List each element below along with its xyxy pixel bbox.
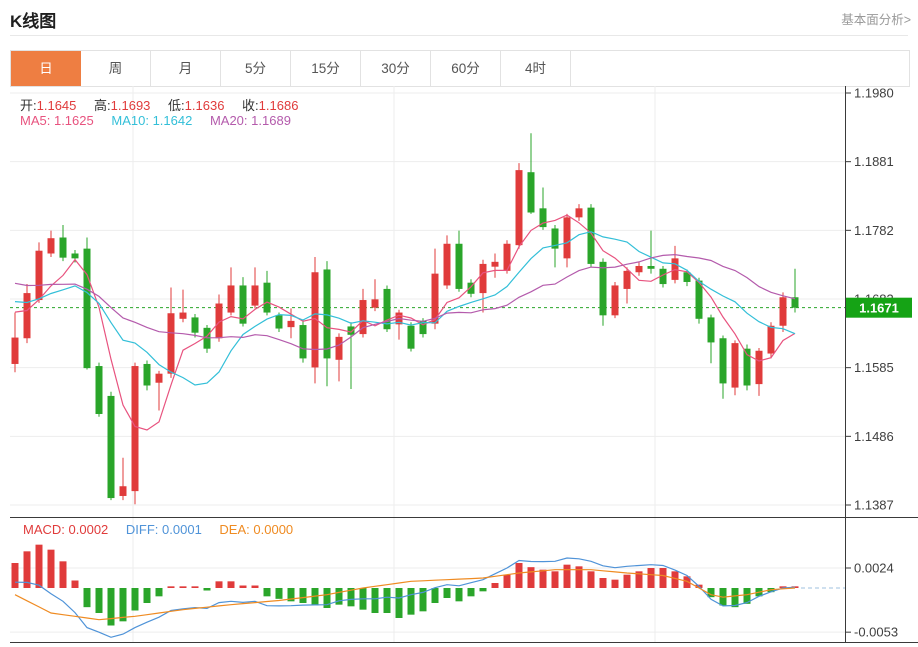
- price-axis-label: 1.1881: [854, 154, 894, 169]
- tab-60min[interactable]: 60分: [431, 51, 501, 86]
- diff-value: DIFF: 0.0001: [125, 522, 202, 537]
- chart-render-layer: [10, 86, 918, 643]
- ma5-line: [14, 214, 796, 431]
- macd-readout: MACD: 0.0002 DIFF: 0.0001 DEA: 0.0000: [23, 522, 307, 537]
- tab-5min[interactable]: 5分: [221, 51, 291, 86]
- page-title: K线图: [10, 12, 57, 31]
- price-axis-label: 1.1585: [854, 360, 894, 375]
- current-price-tag-bg: [846, 297, 912, 318]
- tab-15min[interactable]: 15分: [291, 51, 361, 86]
- price-axis-label: 1.1782: [854, 223, 894, 238]
- fundamental-analysis-link[interactable]: 基本面分析>: [841, 13, 911, 27]
- price-axis-label: 1.1486: [854, 429, 894, 444]
- price-axis-labels: 1.1980 1.1881 1.1782 1.1683 1.1585 1.148…: [854, 86, 898, 640]
- macd-value: MACD: 0.0002: [23, 522, 109, 537]
- current-price-tag-text: 1.1671: [859, 301, 899, 316]
- tab-4hour[interactable]: 4时: [501, 51, 571, 86]
- tab-30min[interactable]: 30分: [361, 51, 431, 86]
- price-axis-label: 1.1980: [854, 86, 894, 101]
- dea-line: [14, 569, 796, 621]
- ohlc-readout: 开:1.1645 高:1.1693 低:1.1636 收:1.1686: [20, 95, 312, 114]
- gridlines: [10, 86, 845, 643]
- tab-day[interactable]: 日: [11, 51, 81, 86]
- ma5-readout: MA5: 1.1625: [20, 113, 94, 128]
- ohlc-open: 开:1.1645: [20, 98, 77, 113]
- tab-week[interactable]: 周: [81, 51, 151, 86]
- ma-readout: MA5: 1.1625 MA10: 1.1642 MA20: 1.1689: [20, 113, 305, 128]
- macd-histogram: [11, 544, 799, 626]
- ma10-readout: MA10: 1.1642: [111, 113, 193, 128]
- ohlc-close: 收:1.1686: [242, 98, 299, 113]
- macd-axis-label: -0.0053: [854, 625, 898, 640]
- ma10-line: [14, 231, 796, 386]
- dea-value: DEA: 0.0000: [219, 522, 294, 537]
- macd-axis-label: 0.0024: [854, 561, 894, 576]
- axis-ticks: [845, 92, 851, 633]
- ma20-readout: MA20: 1.1689: [209, 113, 291, 128]
- timeframe-tab-bar: 日 周 月 5分 15分 30分 60分 4时: [10, 50, 910, 87]
- ma20-line: [14, 253, 796, 351]
- ohlc-low: 低:1.1636: [168, 98, 225, 113]
- ohlc-high: 高:1.1693: [94, 98, 151, 113]
- price-axis-label: 1.1387: [854, 498, 894, 513]
- current-price-tag: 1.1671: [859, 301, 899, 316]
- title-divider: [10, 35, 908, 36]
- tab-month[interactable]: 月: [151, 51, 221, 86]
- diff-line: [14, 557, 796, 638]
